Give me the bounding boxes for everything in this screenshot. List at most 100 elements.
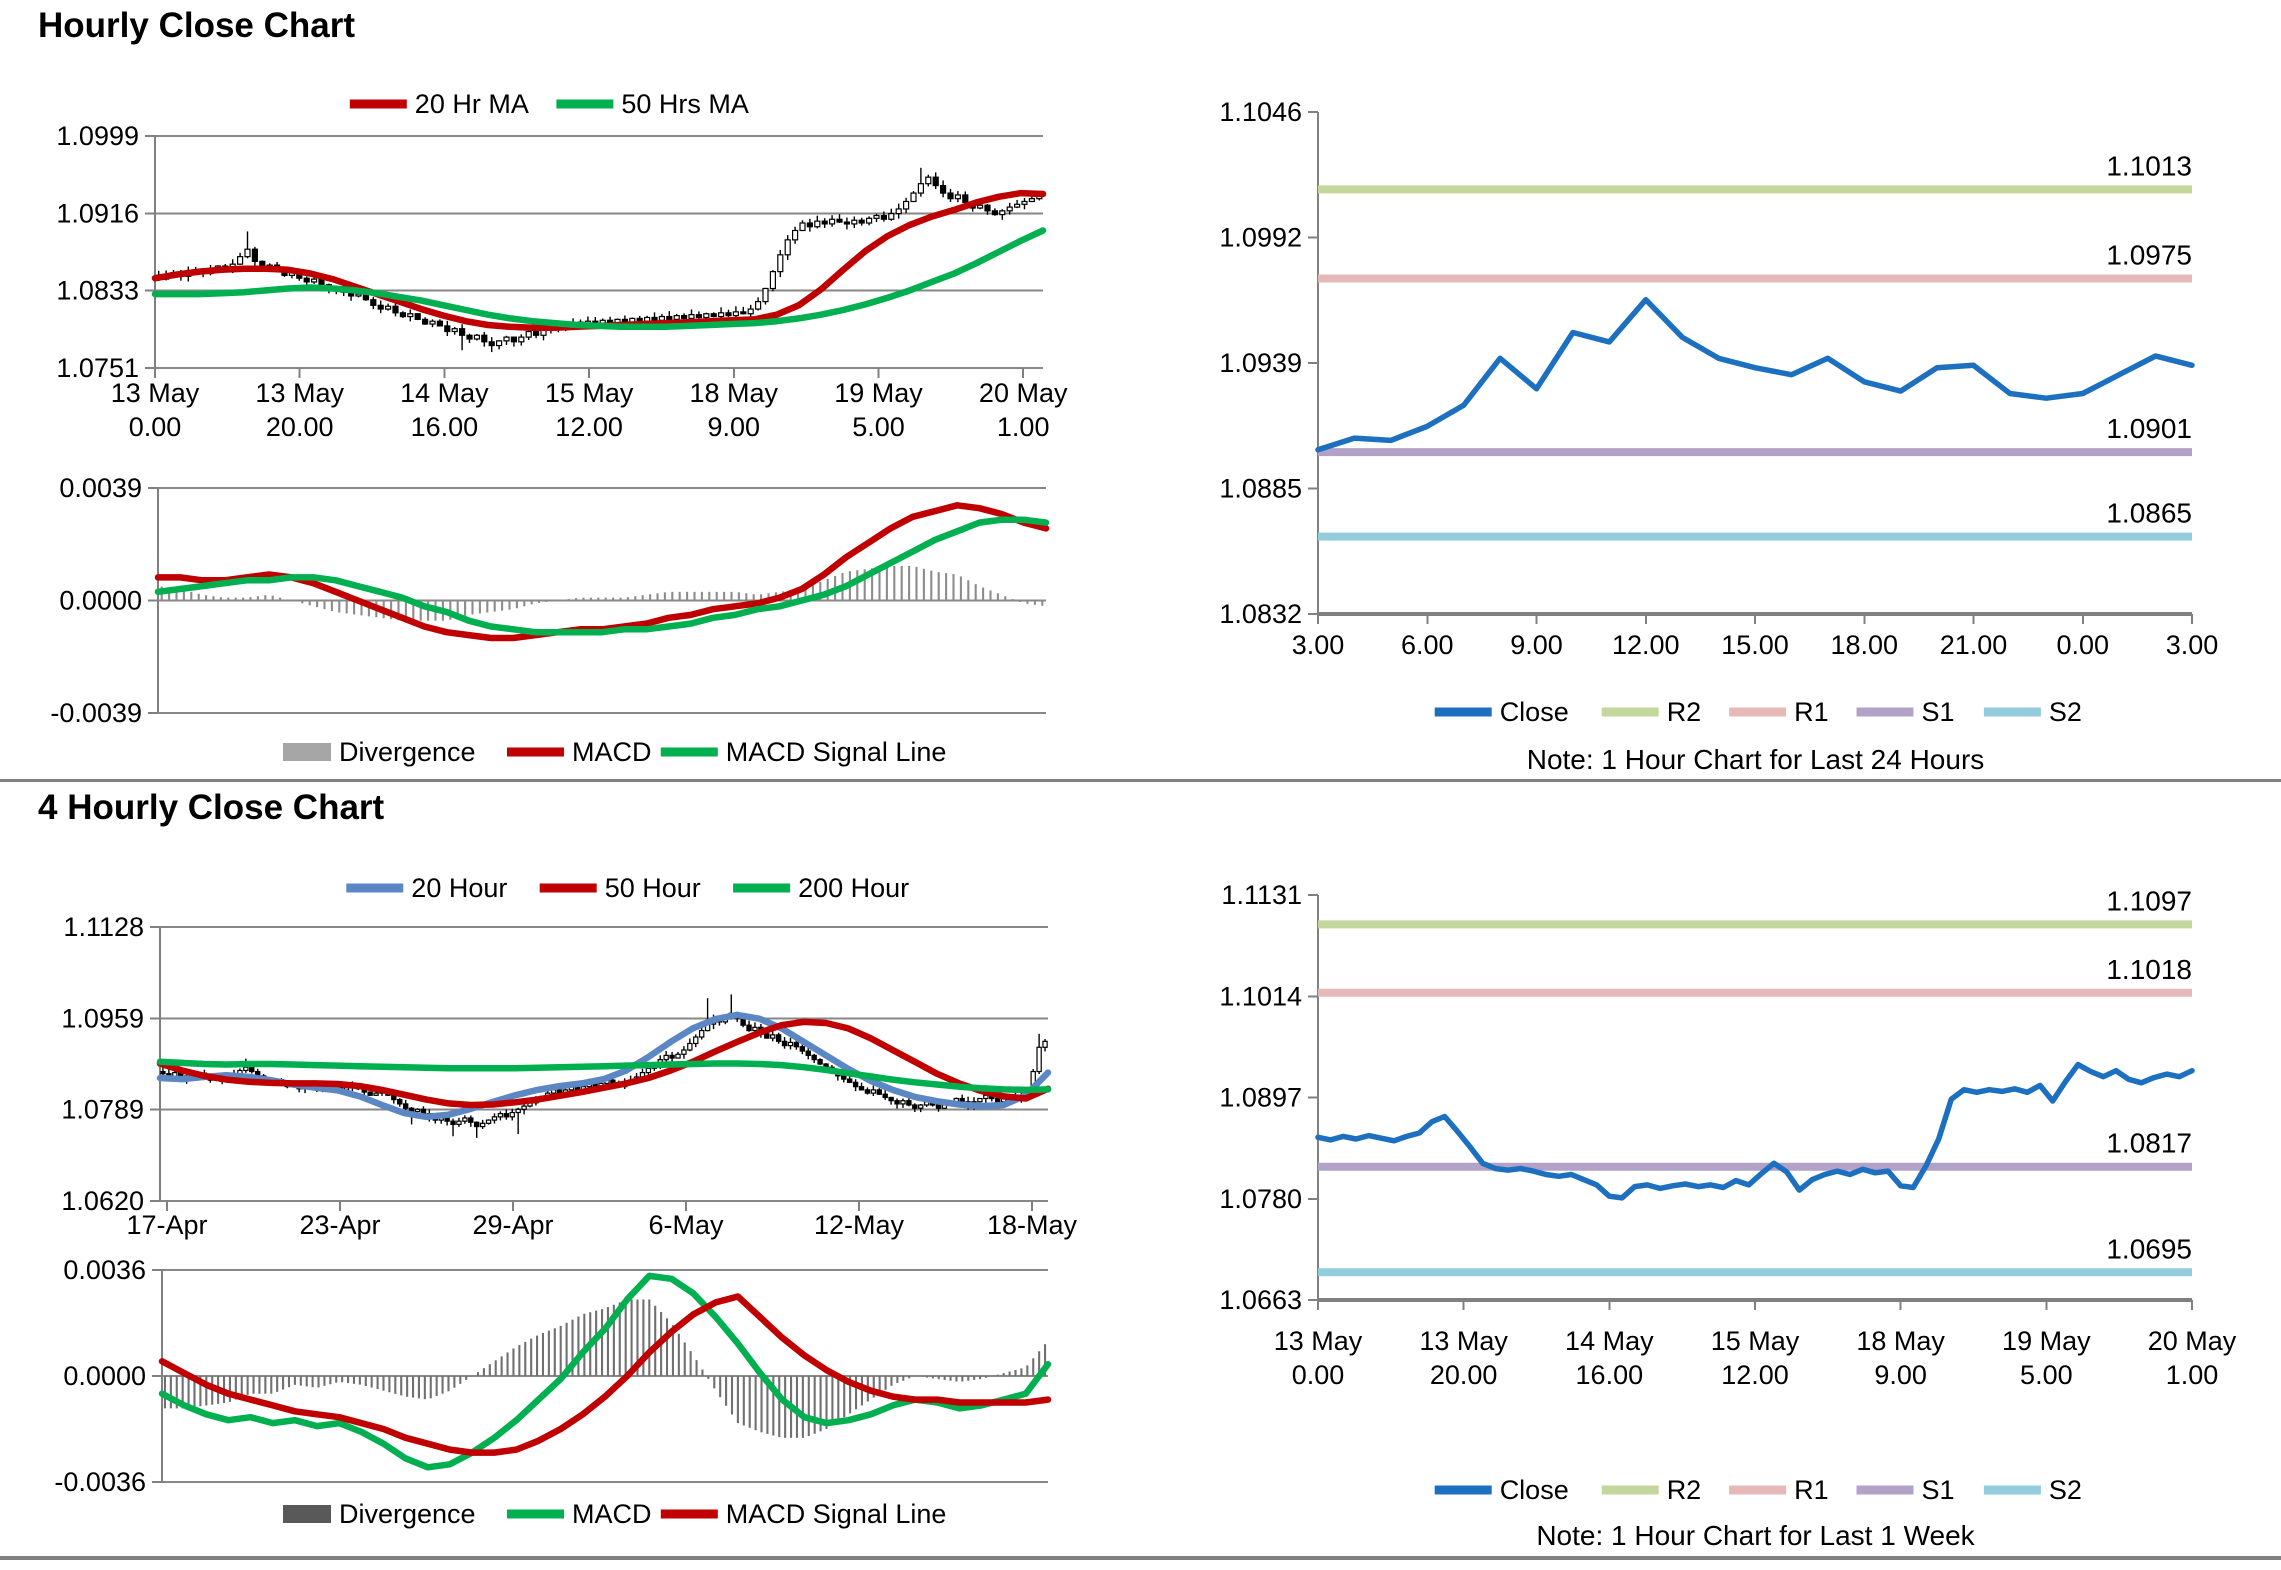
ma-line-50-hrs-ma (151, 227, 1047, 331)
four-hourly-close-chart-title: 4 Hourly Close Chart (38, 788, 385, 827)
svg-text:0.0000: 0.0000 (59, 586, 142, 616)
svg-text:18-May: 18-May (987, 1210, 1078, 1240)
svg-text:1.1046: 1.1046 (1219, 97, 1302, 127)
svg-text:Close: Close (1500, 1475, 1569, 1505)
svg-text:0.00: 0.00 (2056, 630, 2109, 660)
svg-text:15 May: 15 May (1711, 1326, 1800, 1356)
svg-text:1.0992: 1.0992 (1219, 223, 1302, 253)
svg-text:200 Hour: 200 Hour (798, 873, 909, 903)
four-hourly-macd-chart: 0.0036 0.0000 -0.0036 Divergence MACD MACD Si… (54, 1255, 1052, 1529)
pivot-24h-note: Note: 1 Hour Chart for Last 24 Hours (1526, 744, 1985, 775)
svg-text:0.0039: 0.0039 (59, 473, 142, 503)
ma-line-50-hour (156, 1018, 1052, 1109)
svg-text:14 May: 14 May (1565, 1326, 1654, 1356)
svg-text:9.00: 9.00 (1510, 630, 1563, 660)
hourly_macd-plot: 0.0039 0.0000 -0.0039 (50, 473, 1050, 728)
svg-text:18.00: 18.00 (1830, 630, 1898, 660)
svg-text:18 May: 18 May (1856, 1326, 1945, 1356)
svg-text:R1: R1 (1794, 697, 1829, 727)
svg-text:15 May: 15 May (545, 378, 634, 408)
level-label-r2: 1.1097 (2106, 885, 2192, 916)
pivot-week-note: Note: 1 Hour Chart for Last 1 Week (1536, 1520, 1975, 1551)
pivot_1w-plot: 1.1131 1.1014 1.0897 1.0780 1.0663 13 May 0.00… (1219, 880, 2236, 1390)
level-label-r1: 1.0975 (2106, 240, 2192, 271)
svg-text:16.00: 16.00 (411, 412, 479, 442)
svg-text:1.0959: 1.0959 (61, 1003, 144, 1033)
level-label-s1: 1.0901 (2106, 413, 2192, 444)
svg-text:1.0833: 1.0833 (56, 276, 139, 306)
svg-text:13 May: 13 May (1274, 1326, 1363, 1356)
weekly-pivot-chart: 1.1131 1.1014 1.0897 1.0780 1.0663 13 May 0.00… (1219, 880, 2236, 1505)
svg-text:0.0000: 0.0000 (63, 1361, 146, 1391)
legend: Divergence MACD MACD Signal Line (283, 1499, 946, 1529)
svg-text:1.1128: 1.1128 (63, 912, 144, 942)
svg-text:20 Hr MA: 20 Hr MA (415, 89, 529, 119)
svg-text:5.00: 5.00 (852, 412, 905, 442)
svg-text:1.0789: 1.0789 (61, 1095, 144, 1125)
pivot-levels: 1.1013 1.0975 1.0901 1.0865 (1318, 150, 2192, 541)
macd-line (154, 502, 1050, 642)
pivot-levels: 1.1097 1.1018 1.0817 1.0695 (1318, 885, 2192, 1277)
svg-text:12.00: 12.00 (555, 412, 623, 442)
level-label-s2: 1.0695 (2106, 1233, 2192, 1264)
hourly-close-chart-title: Hourly Close Chart (38, 6, 355, 45)
svg-text:1.1131: 1.1131 (1221, 880, 1302, 910)
svg-text:29-Apr: 29-Apr (472, 1210, 553, 1240)
svg-text:50 Hour: 50 Hour (605, 873, 701, 903)
svg-text:1.1014: 1.1014 (1219, 981, 1302, 1011)
svg-text:21.00: 21.00 (1940, 630, 2008, 660)
svg-text:1.0885: 1.0885 (1219, 474, 1302, 504)
bottom-divider (0, 1556, 2281, 1560)
fourh_macd-plot: 0.0036 0.0000 -0.0036 (54, 1255, 1052, 1497)
svg-text:1.0780: 1.0780 (1219, 1184, 1302, 1214)
svg-text:1.0897: 1.0897 (1219, 1083, 1302, 1113)
svg-text:1.0751: 1.0751 (56, 353, 139, 383)
svg-text:20.00: 20.00 (1430, 1360, 1498, 1390)
legend: Divergence MACD MACD Signal Line (283, 737, 946, 767)
macd-line (158, 1272, 1052, 1471)
svg-text:MACD Signal Line: MACD Signal Line (726, 1499, 947, 1529)
svg-text:Divergence: Divergence (339, 1499, 476, 1529)
svg-text:20.00: 20.00 (266, 412, 334, 442)
svg-text:1.0916: 1.0916 (56, 198, 139, 228)
svg-text:20 May: 20 May (979, 378, 1068, 408)
svg-text:14 May: 14 May (400, 378, 489, 408)
svg-text:1.0620: 1.0620 (61, 1186, 144, 1216)
svg-text:S1: S1 (1922, 1475, 1955, 1505)
svg-text:1.00: 1.00 (997, 412, 1050, 442)
svg-text:15.00: 15.00 (1721, 630, 1789, 660)
level-label-r2: 1.1013 (2106, 150, 2192, 181)
macd-signal-line (154, 516, 1050, 636)
svg-text:MACD Signal Line: MACD Signal Line (726, 737, 947, 767)
svg-text:MACD: MACD (572, 1499, 652, 1529)
close-line (1315, 1061, 2195, 1201)
svg-text:-0.0039: -0.0039 (50, 698, 142, 728)
svg-text:1.0832: 1.0832 (1219, 599, 1302, 629)
svg-text:S2: S2 (2049, 697, 2082, 727)
svg-text:Close: Close (1500, 697, 1569, 727)
svg-text:0.00: 0.00 (129, 412, 182, 442)
svg-text:13 May: 13 May (111, 378, 200, 408)
svg-text:-0.0036: -0.0036 (54, 1467, 146, 1497)
level-label-s1: 1.0817 (2106, 1128, 2192, 1159)
svg-text:R1: R1 (1794, 1475, 1829, 1505)
macd-signal-line (158, 1293, 1052, 1456)
svg-text:1.0999: 1.0999 (56, 121, 139, 151)
svg-text:MACD: MACD (572, 737, 652, 767)
section-divider (0, 779, 2281, 782)
svg-text:3.00: 3.00 (2166, 630, 2219, 660)
svg-text:18 May: 18 May (690, 378, 779, 408)
svg-text:20 May: 20 May (2148, 1326, 2237, 1356)
svg-text:6-May: 6-May (648, 1210, 724, 1240)
svg-text:13 May: 13 May (1419, 1326, 1508, 1356)
svg-text:19 May: 19 May (2002, 1326, 2091, 1356)
divergence-bars (160, 565, 1044, 621)
close-line (1315, 296, 2195, 453)
svg-text:9.00: 9.00 (708, 412, 761, 442)
